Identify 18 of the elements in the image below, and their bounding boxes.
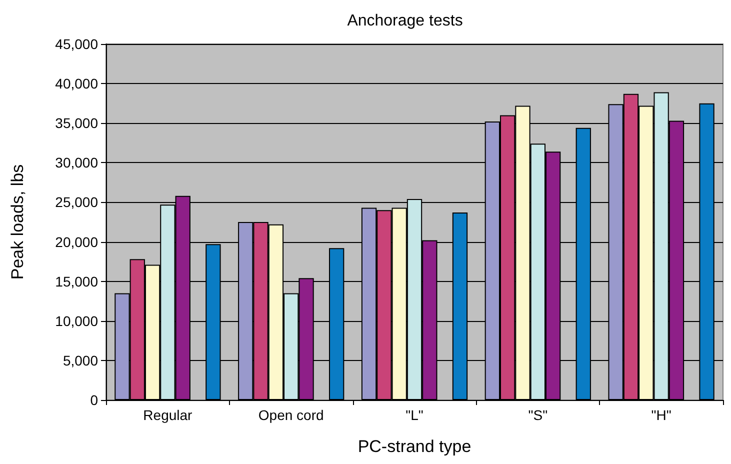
y-tick-label: 10,000	[55, 312, 98, 329]
x-tick-label: "S"	[528, 407, 548, 423]
y-tick-label: 45,000	[55, 36, 98, 52]
x-tick-label: "L"	[406, 407, 424, 423]
chart-title: Anchorage tests	[347, 12, 463, 30]
y-tick-label: 20,000	[55, 234, 98, 250]
x-axis-title: PC-strand type	[358, 437, 472, 456]
y-tick-label: 35,000	[55, 115, 98, 132]
x-tick-label: "H"	[651, 407, 672, 423]
y-tick-label: 40,000	[55, 76, 98, 92]
y-axis-title: Peak loads, lbs	[8, 164, 27, 280]
x-tick-label: Regular	[143, 407, 193, 423]
y-tick-label: 30,000	[55, 154, 98, 171]
y-tick-label: 5,000	[62, 352, 98, 368]
y-tick-label: 25,000	[55, 194, 98, 210]
y-tick-label: 0	[90, 392, 98, 408]
x-tick-label: Open cord	[258, 407, 324, 423]
y-tick-label: 15,000	[55, 273, 98, 290]
